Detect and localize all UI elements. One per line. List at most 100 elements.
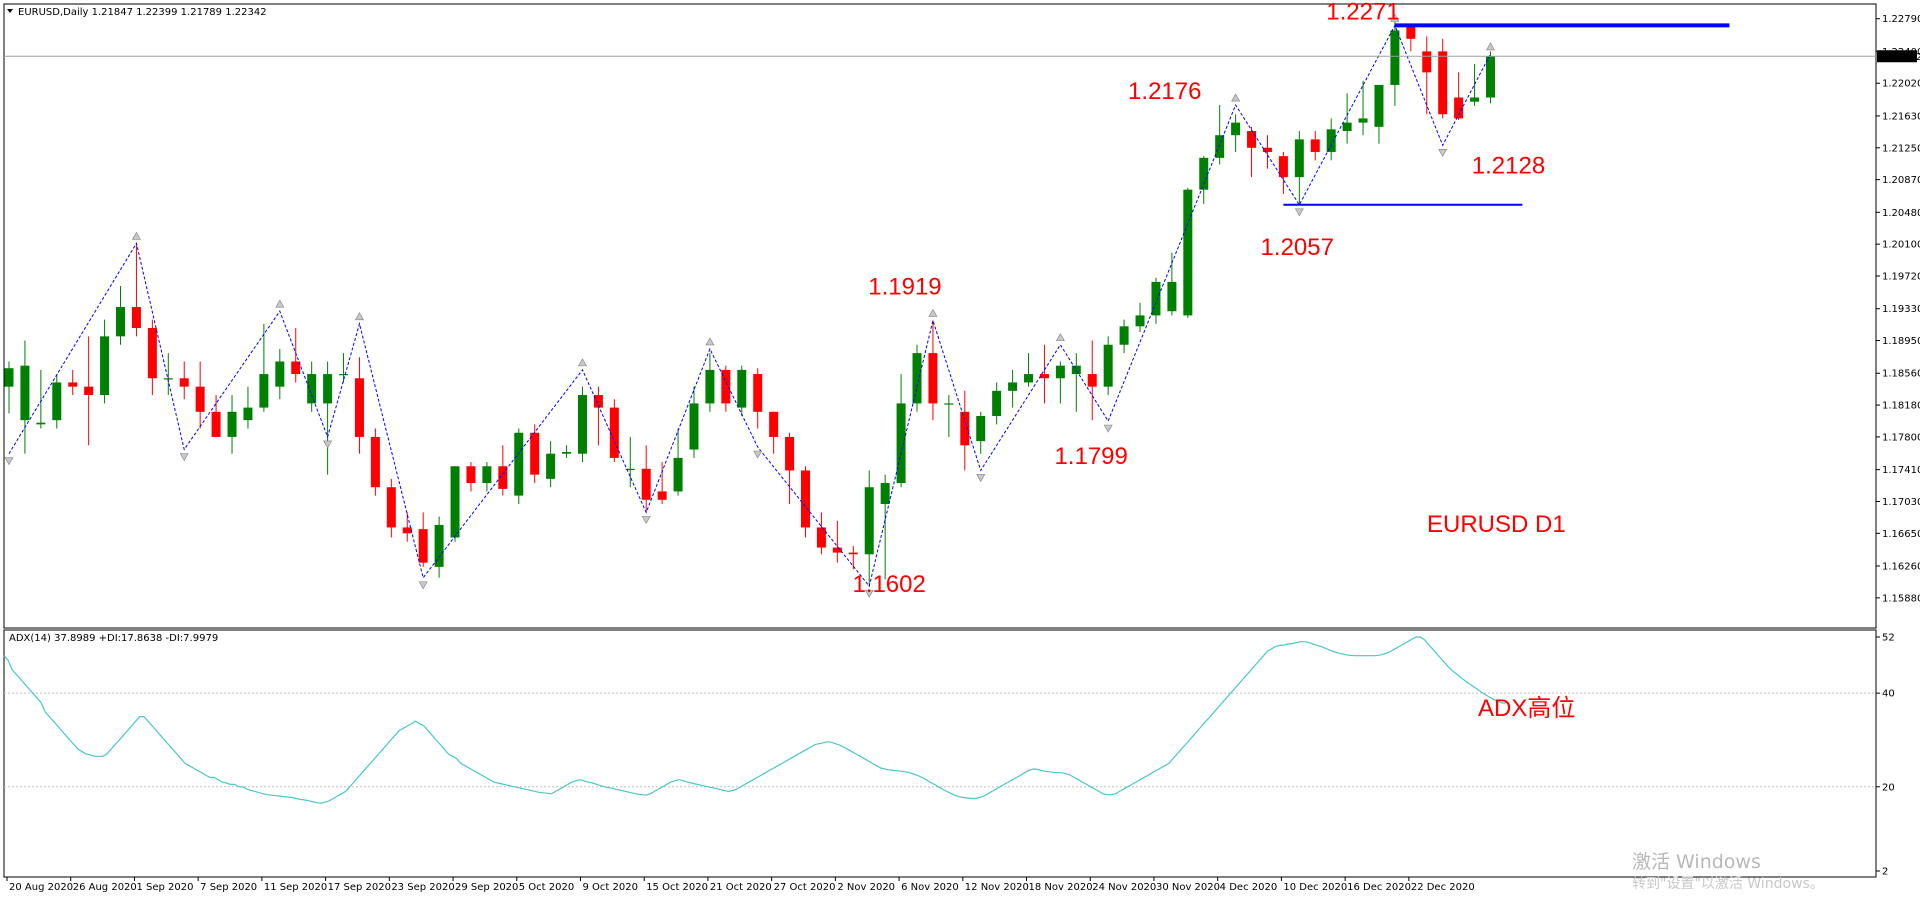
bull-candle: [52, 382, 62, 421]
bull-candle: [4, 368, 14, 387]
time-tick-label: 20 Aug 2020: [9, 882, 73, 893]
time-tick-label: 23 Sep 2020: [391, 882, 454, 893]
bear-candle: [593, 395, 603, 408]
bear-candle: [769, 411, 779, 437]
price-tick-label: 1.18560: [1882, 369, 1920, 380]
fractal-arrow: [275, 299, 285, 308]
price-tick-label: 1.16650: [1882, 529, 1920, 540]
bull-candle: [1326, 129, 1336, 152]
bull-candle: [864, 487, 874, 555]
bear-candle: [498, 466, 508, 489]
bear-candle: [530, 432, 540, 475]
bull-candle: [705, 369, 715, 404]
current-price-tag: [1877, 50, 1917, 63]
price-tick-label: 1.16260: [1882, 562, 1920, 573]
bull-candle: [116, 307, 126, 337]
bull-candle: [673, 457, 683, 492]
bear-candle: [418, 529, 428, 563]
bear-candle: [816, 527, 826, 548]
bull-candle: [1151, 281, 1161, 316]
bear-candle: [386, 487, 396, 528]
symbol-menu-icon[interactable]: [7, 9, 13, 13]
price-annotation: 1.1602: [852, 571, 925, 598]
bear-candle: [1278, 156, 1288, 178]
bull-candle: [339, 374, 349, 376]
bear-candle: [131, 307, 141, 328]
chart-title-label: EURUSD D1: [1427, 511, 1566, 538]
price-tick-label: 1.17800: [1882, 432, 1920, 443]
fractal-arrow: [705, 337, 715, 346]
fractal-arrow: [641, 516, 651, 524]
watermark-title: 激活 Windows: [1632, 851, 1761, 873]
price-tick-label: 1.21630: [1882, 111, 1920, 122]
bull-candle: [259, 374, 269, 408]
fractal-arrow: [1438, 148, 1448, 157]
price-tick-label: 1.22020: [1882, 79, 1920, 90]
bull-candle: [1055, 365, 1065, 379]
bull-candle: [976, 415, 986, 442]
time-tick-label: 24 Nov 2020: [1092, 882, 1156, 893]
bear-candle: [1454, 97, 1464, 119]
bull-candle: [434, 524, 444, 567]
bear-candle: [801, 470, 810, 528]
zigzag-series: [4, 13, 1496, 598]
bull-candle: [1374, 84, 1384, 127]
adx-tick-label: 52: [1882, 633, 1895, 644]
price-tick-label: 1.17030: [1882, 497, 1920, 508]
bull-candle: [1358, 118, 1368, 123]
bear-candle: [960, 411, 970, 446]
fractal-arrow: [131, 231, 141, 240]
fractal-arrow: [1485, 42, 1496, 51]
bull-candle: [36, 422, 46, 425]
bull-candle: [737, 369, 747, 408]
price-annotation: 1.2128: [1472, 152, 1545, 179]
bull-candle: [1294, 139, 1304, 178]
bear-candle: [179, 378, 189, 387]
price-tick-label: 1.19720: [1882, 272, 1920, 283]
time-tick-label: 17 Sep 2020: [328, 882, 391, 893]
zigzag-line: [8, 24, 1491, 588]
bull-candle: [912, 353, 922, 404]
price-tick-label: 1.22790: [1882, 14, 1920, 25]
price-tick-label: 1.18180: [1882, 401, 1920, 412]
price-tick-label: 1.18950: [1882, 336, 1920, 347]
time-tick-label: 22 Dec 2020: [1411, 882, 1475, 893]
adx-header: ADX(14) 37.8989 +DI:17.8638 -DI:7.9979: [9, 633, 218, 644]
bear-candle: [832, 547, 842, 553]
bear-candle: [147, 327, 157, 379]
time-tick-label: 12 Nov 2020: [965, 882, 1029, 893]
adx-tick-label: 40: [1882, 689, 1895, 700]
bull-candle: [482, 466, 492, 484]
time-tick-label: 27 Oct 2020: [774, 882, 836, 893]
fractal-arrow: [179, 453, 189, 462]
fractal-arrow: [1231, 93, 1241, 102]
bull-candle: [577, 395, 587, 454]
bull-candle: [514, 432, 524, 496]
time-tick-label: 2 Nov 2020: [837, 882, 895, 893]
time-tick-label: 30 Nov 2020: [1156, 882, 1220, 893]
bull-candle: [1119, 326, 1129, 345]
bull-candle: [689, 403, 699, 450]
bear-candle: [1247, 131, 1257, 148]
time-tick-label: 9 Oct 2020: [582, 882, 637, 893]
time-tick-label: 29 Sep 2020: [455, 882, 518, 893]
bear-candle: [848, 552, 858, 555]
fractal-arrow: [1055, 333, 1065, 342]
bear-candle: [195, 386, 205, 412]
bear-candle: [1310, 139, 1320, 152]
adx-tick-label: 20: [1882, 782, 1895, 793]
price-annotation: 1.1799: [1054, 443, 1127, 470]
fractal-arrow: [753, 450, 763, 459]
fractal-arrow: [4, 457, 14, 466]
time-tick-label: 10 Dec 2020: [1283, 882, 1347, 893]
price-tick-label: 1.20480: [1882, 208, 1920, 219]
price-tick-label: 1.19330: [1882, 304, 1920, 315]
bear-candle: [641, 468, 651, 500]
price-tick-label: 1.21250: [1882, 143, 1920, 154]
time-tick-label: 16 Dec 2020: [1347, 882, 1411, 893]
bull-candle: [1071, 365, 1081, 375]
adx-series: 52 40 20 2: [3, 633, 1895, 878]
watermark-subtitle: 转到"设置"以激活 Windows。: [1632, 875, 1824, 892]
bull-candle: [1470, 97, 1480, 102]
